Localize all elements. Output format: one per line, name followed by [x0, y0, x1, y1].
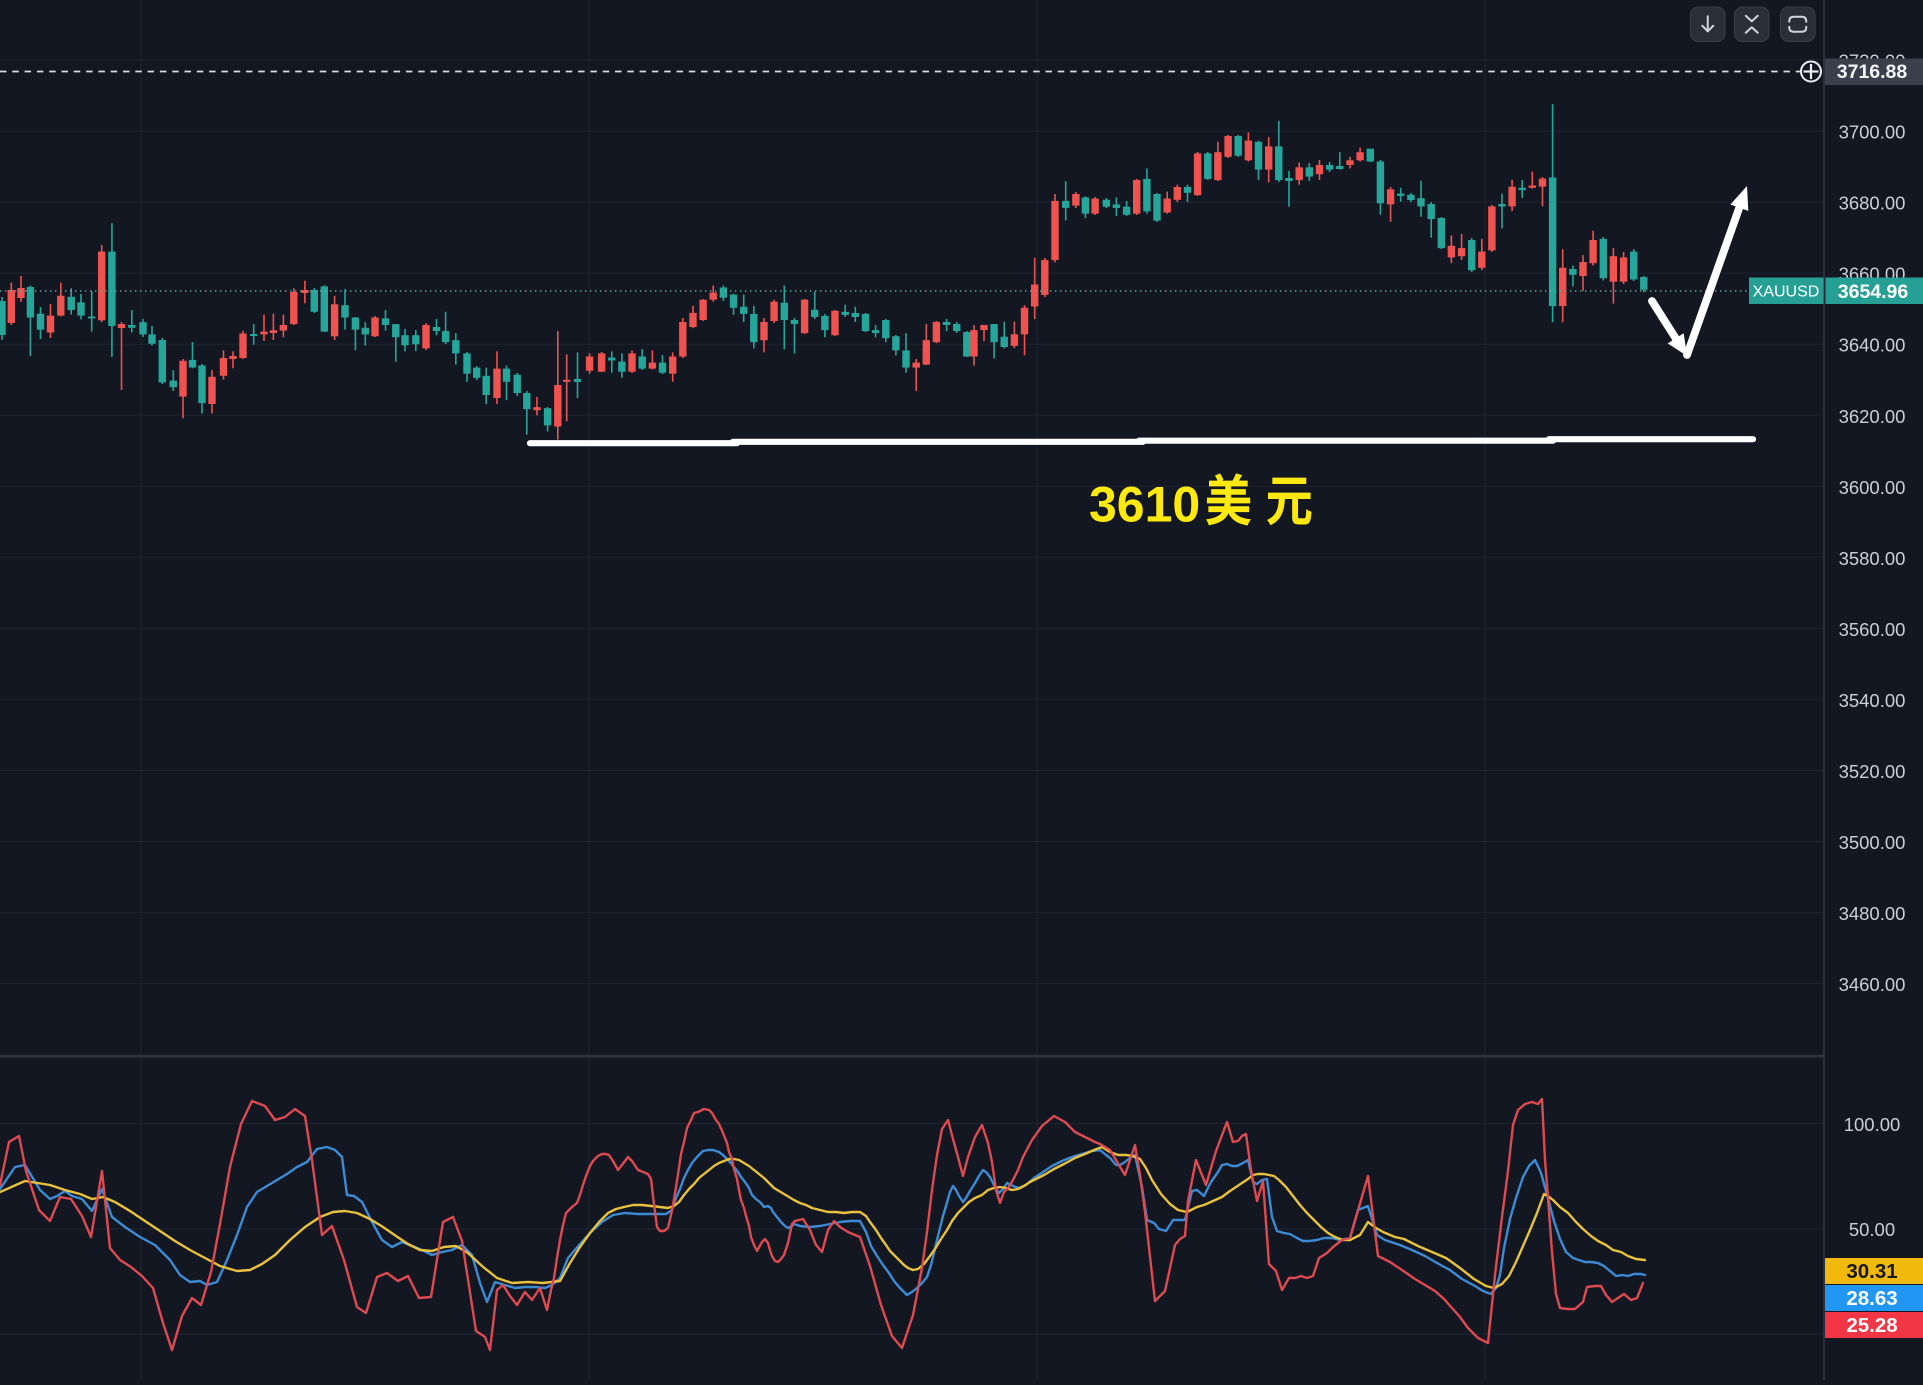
svg-text:3480.00: 3480.00: [1839, 903, 1906, 924]
svg-text:3620.00: 3620.00: [1839, 406, 1906, 427]
svg-text:XAUUSD: XAUUSD: [1753, 284, 1820, 301]
svg-text:100.00: 100.00: [1844, 1114, 1901, 1135]
svg-text:3520.00: 3520.00: [1839, 761, 1906, 782]
svg-text:25.28: 25.28: [1846, 1314, 1897, 1337]
svg-text:3654.96: 3654.96: [1838, 281, 1909, 303]
svg-text:3460.00: 3460.00: [1839, 974, 1906, 995]
svg-text:3600.00: 3600.00: [1839, 477, 1906, 498]
svg-text:28.63: 28.63: [1846, 1287, 1897, 1310]
svg-text:30.31: 30.31: [1846, 1260, 1897, 1283]
svg-text:3580.00: 3580.00: [1839, 548, 1906, 569]
svg-text:3640.00: 3640.00: [1839, 335, 1906, 356]
svg-text:3700.00: 3700.00: [1839, 122, 1906, 143]
svg-text:3540.00: 3540.00: [1839, 690, 1906, 711]
svg-text:3716.88: 3716.88: [1837, 61, 1908, 83]
svg-text:3610: 3610: [1089, 477, 1200, 533]
svg-text:3680.00: 3680.00: [1839, 193, 1906, 214]
svg-text:3500.00: 3500.00: [1839, 832, 1906, 853]
svg-text:50.00: 50.00: [1849, 1219, 1895, 1240]
svg-text:3560.00: 3560.00: [1839, 619, 1906, 640]
